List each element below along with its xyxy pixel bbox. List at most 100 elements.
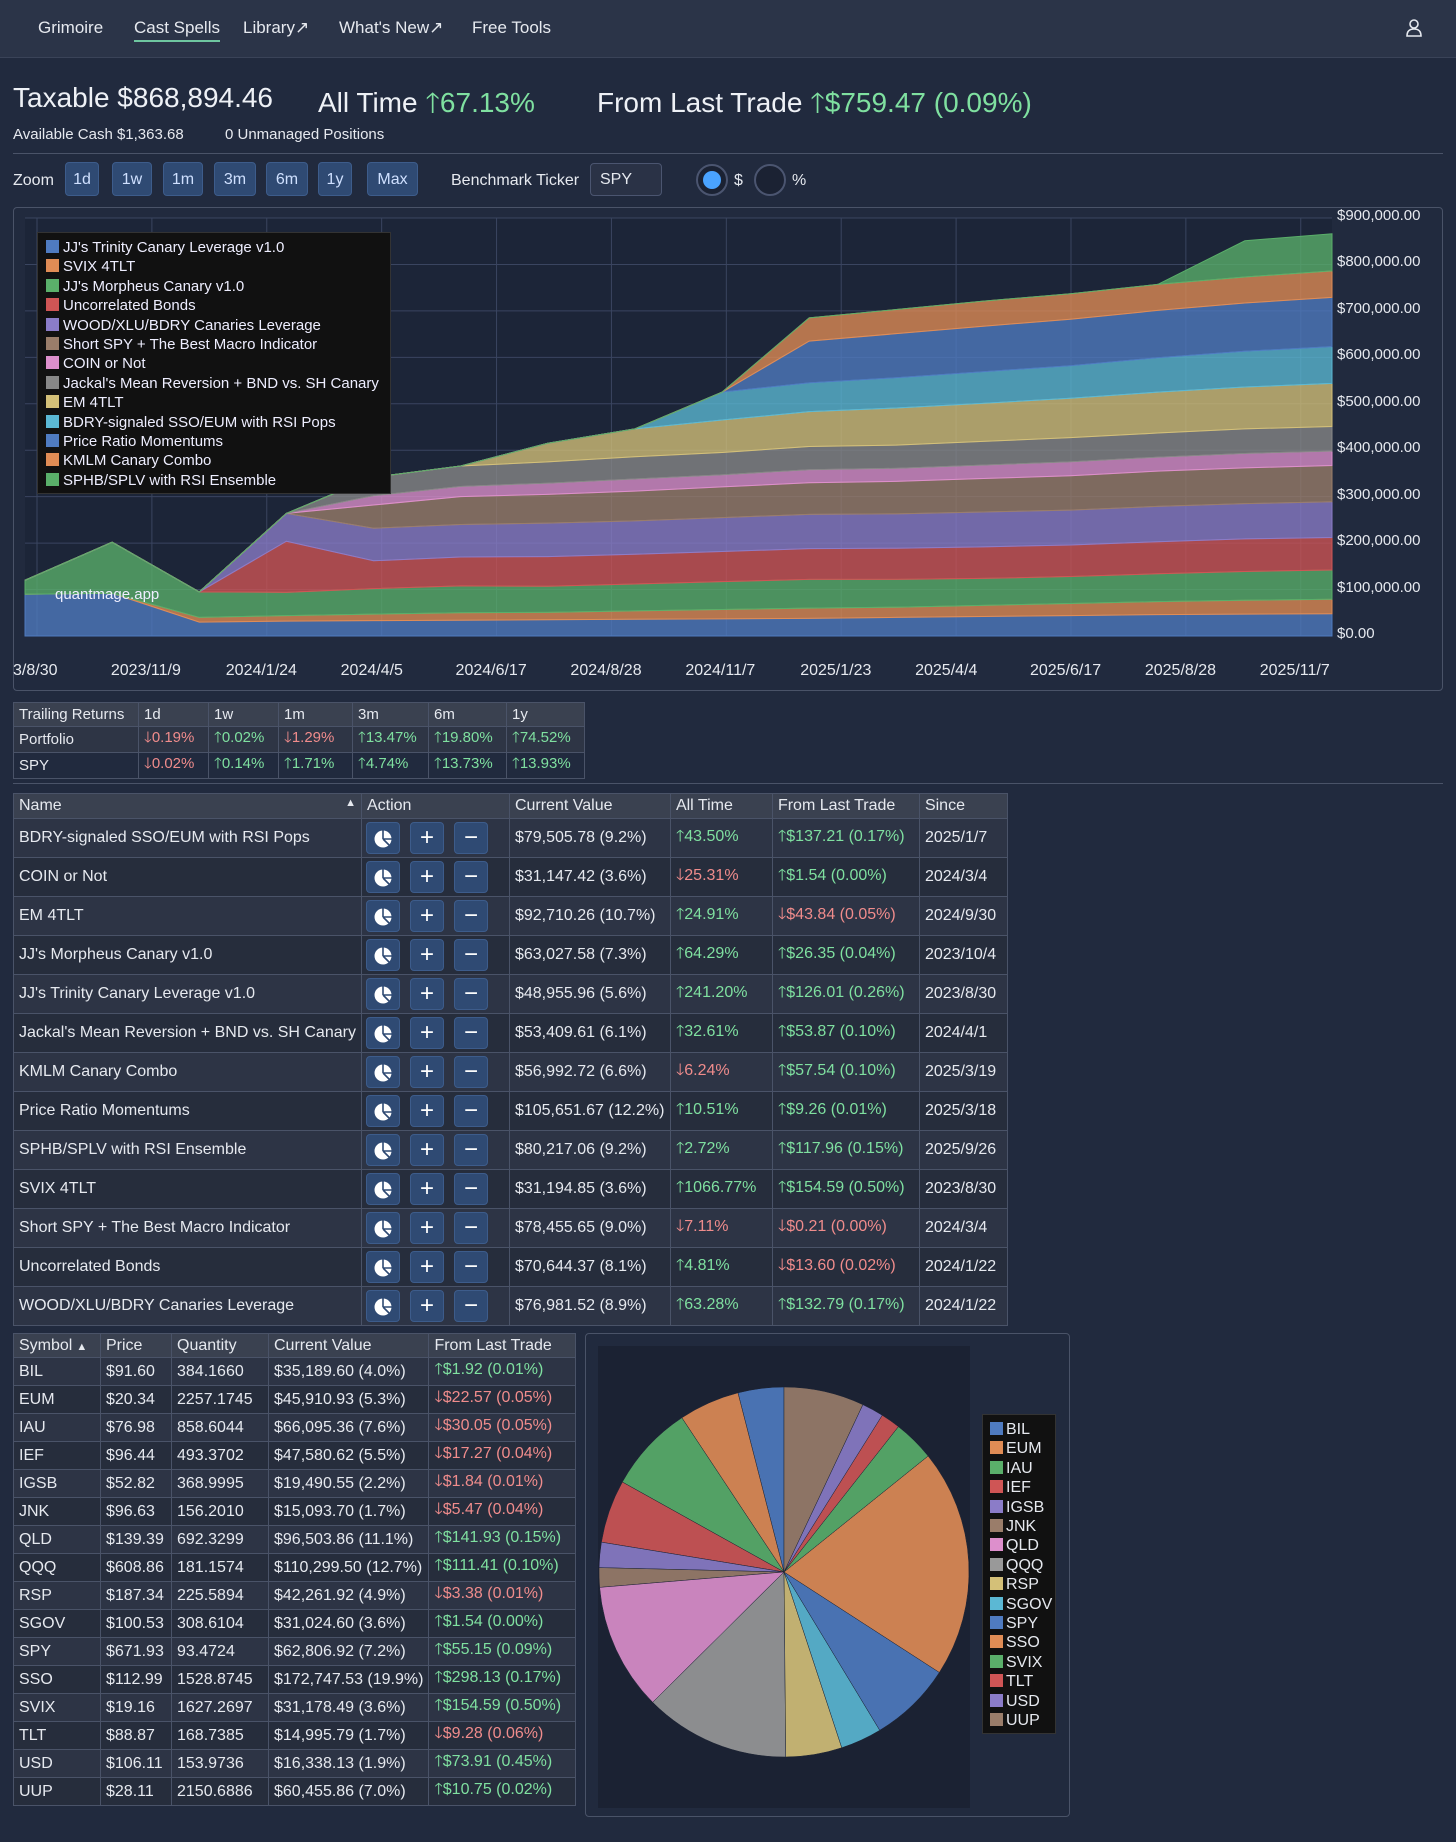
strategy-name[interactable]: EM 4TLT — [13, 896, 362, 936]
value-text: 0.02% — [151, 755, 195, 772]
remove-funds-button[interactable]: − — [453, 1212, 488, 1244]
symbol: SGOV — [13, 1609, 101, 1638]
sort-ascending-icon[interactable]: ▲ — [345, 797, 356, 809]
remove-funds-button[interactable]: − — [453, 978, 488, 1010]
arrow-down-icon: 🡓 — [777, 1217, 787, 1235]
strategy-name[interactable]: SPHB/SPLV with RSI Ensemble — [13, 1130, 362, 1170]
allocation-pie-button[interactable] — [365, 1173, 400, 1205]
add-funds-button[interactable]: + — [409, 822, 444, 854]
add-funds-button[interactable]: + — [409, 1173, 444, 1205]
plus-icon: + — [419, 980, 434, 1007]
portfolio-chart[interactable] — [13, 207, 1443, 691]
strategy-name[interactable]: JJ's Morpheus Canary v1.0 — [13, 935, 362, 975]
allocation-pie-button[interactable] — [365, 1017, 400, 1049]
divider — [13, 783, 1443, 784]
arrow-up-icon: 🡑 — [675, 1022, 685, 1040]
nav-cast-spells[interactable]: Cast Spells — [134, 18, 220, 42]
remove-funds-button[interactable]: − — [453, 1095, 488, 1127]
allocation-pie-button[interactable] — [365, 1290, 400, 1322]
value-text: 74.52% — [519, 729, 571, 746]
arrow-up-icon: 🡑 — [675, 983, 685, 1001]
nav-free-tools[interactable]: Free Tools — [472, 18, 552, 37]
strategy-name[interactable]: Jackal's Mean Reversion + BND vs. SH Can… — [13, 1013, 362, 1053]
remove-funds-button[interactable]: − — [453, 861, 488, 893]
add-funds-button[interactable]: + — [409, 978, 444, 1010]
add-funds-button[interactable]: + — [409, 900, 444, 932]
zoom-1d-button[interactable]: 1d — [65, 162, 99, 196]
add-funds-button[interactable]: + — [409, 1251, 444, 1283]
value-text: 24.91% — [684, 905, 739, 923]
table-row: SPY $671.93 93.4724 $62,806.92 (7.2%) 🡑$55.1… — [13, 1637, 577, 1666]
nav-grimoire[interactable]: Grimoire — [38, 18, 104, 37]
strategy-name[interactable]: COIN or Not — [13, 857, 362, 897]
remove-funds-button[interactable]: − — [453, 1017, 488, 1049]
strategy-name[interactable]: Short SPY + The Best Macro Indicator — [13, 1208, 362, 1248]
legend-swatch — [990, 1693, 1003, 1707]
zoom-1y-button[interactable]: 1y — [318, 162, 352, 196]
column-header-symbol[interactable]: Symbol ▲ — [13, 1333, 101, 1358]
quantity: 153.9736 — [171, 1749, 269, 1778]
zoom-max-button[interactable]: Max — [367, 162, 418, 196]
add-funds-button[interactable]: + — [409, 1017, 444, 1049]
table-row: SVIX $19.16 1627.2697 $31,178.49 (3.6%) 🡑$15… — [13, 1693, 577, 1722]
remove-funds-button[interactable]: − — [453, 939, 488, 971]
zoom-6m-button[interactable]: 6m — [266, 162, 308, 196]
allocation-pie-button[interactable] — [365, 1134, 400, 1166]
allocation-pie-button[interactable] — [365, 822, 400, 854]
zoom-1w-button[interactable]: 1w — [112, 162, 152, 196]
allocation-pie-button[interactable] — [365, 1251, 400, 1283]
nav-library[interactable]: Library↗ — [243, 18, 310, 37]
remove-funds-button[interactable]: − — [453, 900, 488, 932]
sort-ascending-icon[interactable]: ▲ — [76, 1340, 88, 1353]
benchmark-ticker-input[interactable] — [590, 163, 662, 196]
nav-what-s-new[interactable]: What's New↗ — [339, 18, 444, 37]
allocation-pie-button[interactable] — [365, 900, 400, 932]
pie-legend-item: SGOV — [990, 1596, 1052, 1614]
allocation-pie-button[interactable] — [365, 1056, 400, 1088]
zoom-1m-button[interactable]: 1m — [163, 162, 203, 196]
legend-swatch — [46, 337, 59, 350]
current-value: $92,710.26 (10.7%) — [508, 896, 671, 936]
add-funds-button[interactable]: + — [409, 1134, 444, 1166]
all-time-return: 🡓7.11% — [669, 1208, 773, 1248]
remove-funds-button[interactable]: − — [453, 822, 488, 854]
arrow-up-icon: 🡑 — [434, 755, 442, 772]
add-funds-button[interactable]: + — [409, 1095, 444, 1127]
allocation-pie-button[interactable] — [365, 939, 400, 971]
add-funds-button[interactable]: + — [409, 939, 444, 971]
allocation-pie-button[interactable] — [365, 861, 400, 893]
strategy-name[interactable]: Price Ratio Momentums — [13, 1091, 362, 1131]
pie-legend-item: RSP — [990, 1576, 1039, 1594]
strategy-name[interactable]: KMLM Canary Combo — [13, 1052, 362, 1092]
column-header-name[interactable]: Name ▲ — [13, 793, 362, 819]
value-text: $5.47 (0.04%) — [442, 1501, 544, 1518]
strategy-name[interactable]: WOOD/XLU/BDRY Canaries Leverage — [13, 1286, 362, 1326]
remove-funds-button[interactable]: − — [453, 1173, 488, 1205]
legend-swatch — [990, 1654, 1003, 1668]
allocation-pie-button[interactable] — [365, 1212, 400, 1244]
x-tick-label: 2025/11/7 — [1259, 662, 1330, 679]
strategy-name[interactable]: SVIX 4TLT — [13, 1169, 362, 1209]
remove-funds-button[interactable]: − — [453, 1290, 488, 1322]
add-funds-button[interactable]: + — [409, 1290, 444, 1322]
strategy-name[interactable]: Uncorrelated Bonds — [13, 1247, 362, 1287]
remove-funds-button[interactable]: − — [453, 1134, 488, 1166]
arrow-up-icon: 🡑 — [675, 944, 685, 962]
remove-funds-button[interactable]: − — [453, 1251, 488, 1283]
strategy-name[interactable]: BDRY-signaled SSO/EUM with RSI Pops — [13, 818, 362, 858]
arrow-up-icon: 🡑 — [434, 1641, 443, 1658]
pie-chart-icon — [374, 869, 392, 887]
legend-label: SVIX 4TLT — [63, 258, 136, 276]
allocation-pie-button[interactable] — [365, 978, 400, 1010]
radio-percent[interactable] — [754, 164, 786, 196]
allocation-pie-button[interactable] — [365, 1095, 400, 1127]
add-funds-button[interactable]: + — [409, 1212, 444, 1244]
remove-funds-button[interactable]: − — [453, 1056, 488, 1088]
strategy-name[interactable]: JJ's Trinity Canary Leverage v1.0 — [13, 974, 362, 1014]
zoom-3m-button[interactable]: 3m — [214, 162, 256, 196]
user-icon[interactable] — [1404, 18, 1424, 38]
add-funds-button[interactable]: + — [409, 861, 444, 893]
add-funds-button[interactable]: + — [409, 1056, 444, 1088]
radio-dollar[interactable] — [696, 164, 728, 196]
value-text: $1.54 (0.00%) — [786, 866, 887, 884]
